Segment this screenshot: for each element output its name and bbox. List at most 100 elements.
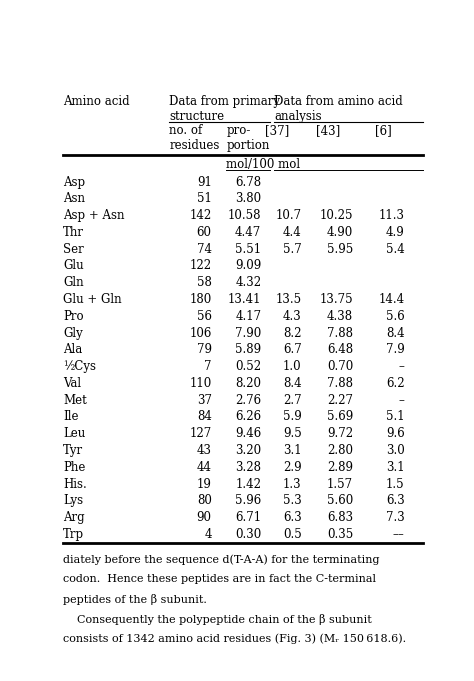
Text: 1.5: 1.5 [386, 477, 405, 490]
Text: 7.3: 7.3 [386, 511, 405, 524]
Text: 74: 74 [197, 242, 212, 255]
Text: peptides of the β subunit.: peptides of the β subunit. [63, 594, 207, 605]
Text: 5.60: 5.60 [327, 494, 353, 507]
Text: 1.57: 1.57 [327, 477, 353, 490]
Text: 6.48: 6.48 [327, 343, 353, 356]
Text: 3.28: 3.28 [235, 461, 261, 474]
Text: 3.20: 3.20 [235, 444, 261, 457]
Text: 8.4: 8.4 [283, 377, 301, 390]
Text: Tyr: Tyr [63, 444, 83, 457]
Text: Asn: Asn [63, 192, 85, 206]
Text: 79: 79 [197, 343, 212, 356]
Text: 5.51: 5.51 [235, 242, 261, 255]
Text: His.: His. [63, 477, 87, 490]
Text: 2.7: 2.7 [283, 394, 301, 407]
Text: 3.80: 3.80 [235, 192, 261, 206]
Text: Gly: Gly [63, 327, 82, 340]
Text: 90: 90 [197, 511, 212, 524]
Text: 5.1: 5.1 [386, 411, 405, 424]
Text: 0.5: 0.5 [283, 528, 301, 541]
Text: 0.30: 0.30 [235, 528, 261, 541]
Text: 6.26: 6.26 [235, 411, 261, 424]
Text: Data from primary
structure: Data from primary structure [169, 95, 281, 123]
Text: Pro: Pro [63, 310, 83, 323]
Text: 106: 106 [189, 327, 212, 340]
Text: 5.9: 5.9 [283, 411, 301, 424]
Text: 4.9: 4.9 [386, 226, 405, 239]
Text: Val: Val [63, 377, 81, 390]
Text: 6.3: 6.3 [386, 494, 405, 507]
Text: 4.38: 4.38 [327, 310, 353, 323]
Text: 127: 127 [190, 427, 212, 441]
Text: 5.7: 5.7 [283, 242, 301, 255]
Text: Glu: Glu [63, 259, 83, 272]
Text: 110: 110 [190, 377, 212, 390]
Text: Thr: Thr [63, 226, 84, 239]
Text: 4: 4 [204, 528, 212, 541]
Text: –: – [399, 394, 405, 407]
Text: 5.69: 5.69 [327, 411, 353, 424]
Text: 7: 7 [204, 360, 212, 373]
Text: 2.9: 2.9 [283, 461, 301, 474]
Text: 9.46: 9.46 [235, 427, 261, 441]
Text: Glu + Gln: Glu + Gln [63, 293, 121, 306]
Text: 80: 80 [197, 494, 212, 507]
Text: 43: 43 [197, 444, 212, 457]
Text: 56: 56 [197, 310, 212, 323]
Text: Trp: Trp [63, 528, 84, 541]
Text: 8.4: 8.4 [386, 327, 405, 340]
Text: 2.89: 2.89 [327, 461, 353, 474]
Text: Asp + Asn: Asp + Asn [63, 209, 124, 222]
Text: 19: 19 [197, 477, 212, 490]
Text: 37: 37 [197, 394, 212, 407]
Text: 6.3: 6.3 [283, 511, 301, 524]
Text: 4.47: 4.47 [235, 226, 261, 239]
Text: Asp: Asp [63, 176, 85, 189]
Text: 7.88: 7.88 [327, 327, 353, 340]
Text: consists of 1342 amino acid residues (Fig. 3) (Mᵣ 150 618.6).: consists of 1342 amino acid residues (Fi… [63, 634, 406, 644]
Text: 9.72: 9.72 [327, 427, 353, 441]
Text: 5.4: 5.4 [386, 242, 405, 255]
Text: 4.3: 4.3 [283, 310, 301, 323]
Text: Lys: Lys [63, 494, 83, 507]
Text: Ala: Ala [63, 343, 82, 356]
Text: 180: 180 [190, 293, 212, 306]
Text: 2.80: 2.80 [327, 444, 353, 457]
Text: 5.89: 5.89 [235, 343, 261, 356]
Text: 6.71: 6.71 [235, 511, 261, 524]
Text: Leu: Leu [63, 427, 85, 441]
Text: 3.1: 3.1 [283, 444, 301, 457]
Text: 2.76: 2.76 [235, 394, 261, 407]
Text: 10.7: 10.7 [275, 209, 301, 222]
Text: 9.09: 9.09 [235, 259, 261, 272]
Text: 2.27: 2.27 [327, 394, 353, 407]
Text: 4.17: 4.17 [235, 310, 261, 323]
Text: 1.42: 1.42 [235, 477, 261, 490]
Text: 6.78: 6.78 [235, 176, 261, 189]
Text: 9.5: 9.5 [283, 427, 301, 441]
Text: 84: 84 [197, 411, 212, 424]
Text: 58: 58 [197, 276, 212, 289]
Text: [6]: [6] [375, 124, 392, 137]
Text: 1.3: 1.3 [283, 477, 301, 490]
Text: Ile: Ile [63, 411, 78, 424]
Text: [37]: [37] [264, 124, 289, 137]
Text: 8.20: 8.20 [235, 377, 261, 390]
Text: 0.35: 0.35 [327, 528, 353, 541]
Text: 4.4: 4.4 [283, 226, 301, 239]
Text: Met: Met [63, 394, 87, 407]
Text: 5.6: 5.6 [386, 310, 405, 323]
Text: Arg: Arg [63, 511, 84, 524]
Text: 11.3: 11.3 [379, 209, 405, 222]
Text: 4.32: 4.32 [235, 276, 261, 289]
Text: pro-
portion: pro- portion [227, 124, 270, 152]
Text: 5.96: 5.96 [235, 494, 261, 507]
Text: Data from amino acid
analysis: Data from amino acid analysis [274, 95, 403, 123]
Text: 44: 44 [197, 461, 212, 474]
Text: 14.4: 14.4 [378, 293, 405, 306]
Text: 13.41: 13.41 [228, 293, 261, 306]
Text: 6.83: 6.83 [327, 511, 353, 524]
Text: 51: 51 [197, 192, 212, 206]
Text: 3.1: 3.1 [386, 461, 405, 474]
Text: 0.52: 0.52 [235, 360, 261, 373]
